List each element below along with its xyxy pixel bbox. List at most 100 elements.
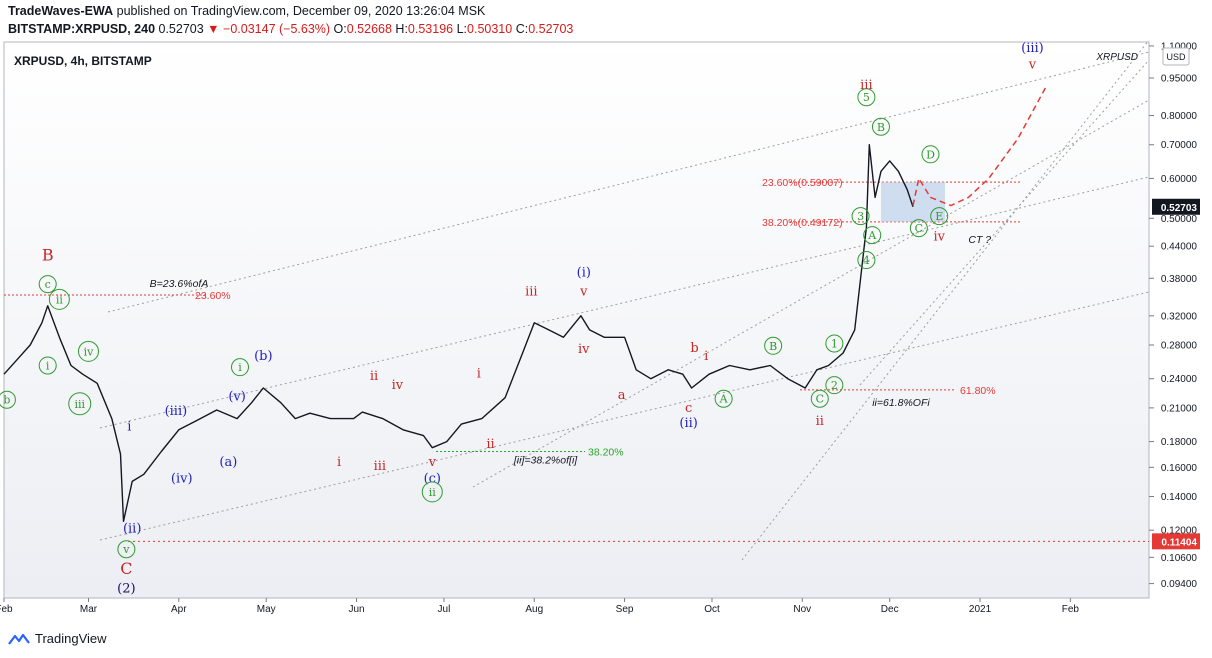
wave-label: (ii) <box>123 521 141 536</box>
wave-label-text: iii <box>860 78 872 93</box>
watermark-symbol: XRPUSD <box>1095 52 1138 63</box>
wave-label-text: ii <box>429 486 437 499</box>
wave-label-text: (ii) <box>123 521 141 536</box>
plot-area[interactable] <box>3 41 1150 599</box>
wave-circle <box>851 207 870 226</box>
wave-label: ii <box>48 288 70 310</box>
y-tick-label: 0.21000 <box>1161 403 1198 414</box>
y-tick-label: 0.44000 <box>1161 242 1198 253</box>
wave-label-text: i <box>477 366 481 381</box>
high-label: H: <box>395 22 408 36</box>
wave-circle <box>825 334 844 353</box>
wave-label-text: (i) <box>577 266 591 281</box>
wave-label-text: B <box>877 121 885 134</box>
y-tick-label: 0.80000 <box>1161 111 1198 122</box>
wave-label-text: v <box>122 543 130 556</box>
wave-label: A <box>863 226 882 245</box>
fib-level-label: 23.60%(0.59007) <box>762 177 843 189</box>
ohlc-line: BITSTAMP:XRPUSD, 240 0.52703 ▼ −0.03147 … <box>8 22 573 36</box>
wave-label: 5 <box>857 88 876 107</box>
wave-label: i <box>704 349 708 364</box>
wave-label-text: i <box>704 349 708 364</box>
wave-label-text: ii <box>370 369 378 384</box>
wave-label: iii <box>860 78 872 93</box>
annotations: B=23.6%ofA [ii]=38.2%of[i] ii=61.8%OFi CT ? <box>150 234 992 467</box>
wave-label-text: A <box>719 393 729 406</box>
wave-label: B <box>871 117 890 136</box>
wave-label: i <box>127 419 131 434</box>
x-tick-label: Apr <box>171 604 187 615</box>
chart-annotation: ii=61.8%OFi <box>872 397 930 409</box>
y-axis[interactable]: 1.10000 0.95000 0.80000 0.70000 0.60000 0.500… <box>1149 41 1200 590</box>
wave-label-text: a <box>618 388 626 403</box>
y-tick-label: 0.28000 <box>1161 341 1198 352</box>
wave-circle <box>810 389 829 408</box>
publish-text: published on TradingView.com, December 0… <box>113 4 486 18</box>
wave-label: (ii) <box>679 416 697 431</box>
wave-circle <box>0 390 16 409</box>
chart-annotation: B=23.6%ofA <box>150 278 209 290</box>
wave-label-text: ii <box>486 437 494 452</box>
wave-circle <box>921 145 940 164</box>
wave-label-text: ii <box>816 414 824 429</box>
wave-label-text: i <box>46 359 50 372</box>
wave-label-text: i <box>337 455 341 470</box>
price-line <box>3 143 914 522</box>
wave-label-text: iv <box>578 342 590 357</box>
price-tag-box <box>1152 533 1200 550</box>
wave-label-text: C <box>120 559 132 578</box>
wave-label: iv <box>77 340 99 362</box>
y-tick-label: 0.60000 <box>1161 174 1198 185</box>
wave-circle <box>857 88 876 107</box>
x-axis[interactable]: Feb Mar Apr May Jun Jul Aug Sep Oct Nov Dec 2021 Feb <box>0 598 1079 615</box>
wave-label: ii <box>421 481 443 503</box>
wave-label: (a) <box>219 455 237 470</box>
wave-label-text: 5 <box>863 91 870 104</box>
wave-label: C <box>909 219 928 238</box>
wave-label-text: (b) <box>254 349 272 364</box>
wave-label: C <box>120 559 132 578</box>
x-tick-label: Dec <box>881 604 899 615</box>
publish-info: TradeWaves-EWA published on TradingView.… <box>8 4 485 18</box>
wave-label: (2) <box>117 581 135 596</box>
fib-level-label: 38.20% <box>588 447 624 459</box>
wave-label: A <box>714 389 733 408</box>
wave-label-text: c <box>45 278 51 291</box>
wave-circle <box>909 219 928 238</box>
wave-label-text: iv <box>933 230 945 245</box>
legend-title: XRPUSD, 4h, BITSTAMP <box>14 54 152 68</box>
open-label: O: <box>333 22 347 36</box>
wave-label: D <box>921 145 940 164</box>
wave-labels: Bciiibiviiii(ii)vC(2)(iii)(iv)(v)i(a)(b)… <box>0 41 1044 596</box>
forecast-line <box>912 84 1048 207</box>
wave-label-text: b <box>690 341 698 356</box>
wave-label-text: i <box>238 361 242 374</box>
footer: TradingView <box>8 631 107 646</box>
wave-label: (i) <box>577 266 591 281</box>
wave-label-text: iv <box>84 345 95 358</box>
wave-label-text: E <box>935 210 943 223</box>
wave-label: i <box>230 358 249 377</box>
wave-label: v <box>117 540 136 559</box>
wave-label-text: 2 <box>831 379 838 392</box>
author-name[interactable]: TradeWaves-EWA <box>8 4 114 18</box>
wave-circle <box>68 392 92 416</box>
wave-circle <box>871 117 890 136</box>
forecast-path <box>912 84 1048 207</box>
wave-circle <box>117 540 136 559</box>
wave-circle <box>230 358 249 377</box>
x-tick-label: Feb <box>0 604 13 615</box>
fib-levels: 23.60%(0.59007) 38.20%(0.49172) 23.60% 61.8… <box>4 177 1149 542</box>
wave-label: (iv) <box>171 472 193 487</box>
wave-label-text: (a) <box>219 455 237 470</box>
wave-label-text: iv <box>392 378 404 393</box>
wave-circle <box>77 340 99 362</box>
wave-circle <box>825 376 844 395</box>
x-tick-label: Sep <box>616 604 634 615</box>
wave-label: iii <box>525 284 537 299</box>
wave-label-text: (v) <box>228 390 246 405</box>
wave-label: B <box>42 245 54 264</box>
wave-label: (iii) <box>1021 41 1044 56</box>
x-tick-label: Oct <box>704 604 720 615</box>
